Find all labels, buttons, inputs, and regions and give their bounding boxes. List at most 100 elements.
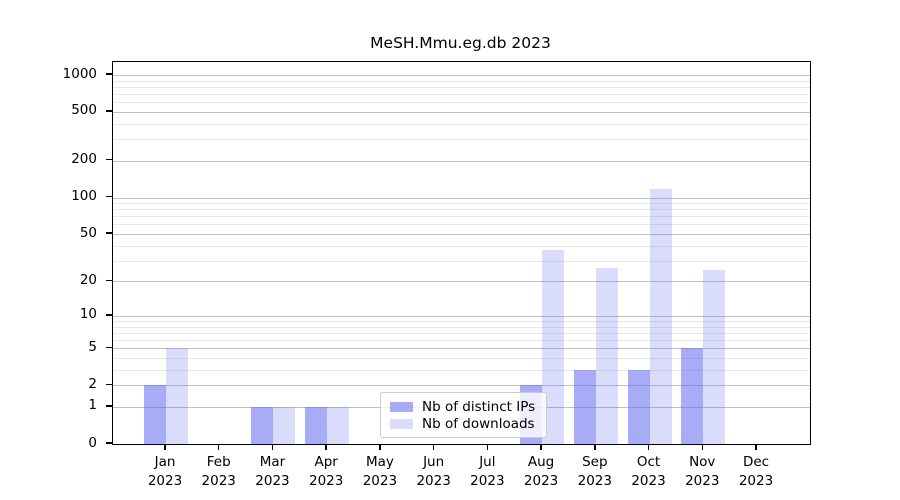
y-tick-mark bbox=[106, 346, 112, 348]
bar-downloads-nov bbox=[703, 269, 726, 444]
y-tick-label: 20 bbox=[79, 271, 97, 288]
y-tick-label: 10 bbox=[79, 306, 97, 323]
gridline-major bbox=[113, 160, 810, 162]
bar-ips-oct bbox=[627, 369, 650, 444]
y-tick-label: 100 bbox=[71, 188, 97, 204]
x-tick-year: 2023 bbox=[255, 472, 290, 489]
x-tick-month: Mar bbox=[259, 454, 286, 470]
gridline-major bbox=[113, 111, 810, 113]
y-tick-mark bbox=[106, 195, 112, 198]
bar-downloads-jan bbox=[166, 348, 188, 444]
plot-area: Nb of distinct IPs Nb of downloads bbox=[112, 61, 811, 445]
y-tick-mark bbox=[106, 314, 112, 316]
gridline-minor bbox=[113, 216, 810, 218]
y-tick-mark bbox=[106, 279, 112, 282]
x-tick-label: Aug 2023 bbox=[510, 453, 572, 490]
x-tick-mark bbox=[540, 444, 542, 450]
x-tick-mark bbox=[432, 444, 435, 450]
gridline-minor bbox=[113, 209, 810, 211]
bar-ips-sep bbox=[573, 369, 596, 444]
gridline-major bbox=[113, 385, 810, 387]
gridline-minor bbox=[113, 203, 810, 205]
y-tick-mark bbox=[106, 405, 112, 407]
x-tick-year: 2023 bbox=[631, 472, 666, 489]
x-tick-month: Dec bbox=[742, 454, 770, 470]
y-tick-label: 1 bbox=[88, 397, 97, 414]
legend-label-ips: Nb of distinct IPs bbox=[422, 398, 536, 415]
gridline-minor bbox=[113, 260, 810, 262]
gridline-minor bbox=[113, 245, 810, 247]
gridline-minor bbox=[113, 369, 810, 371]
x-tick-year: 2023 bbox=[201, 472, 236, 489]
x-tick-mark bbox=[755, 444, 757, 450]
gridline-minor bbox=[113, 123, 810, 125]
gridline-major bbox=[113, 348, 810, 350]
y-tick-mark bbox=[106, 232, 112, 234]
gridline-minor bbox=[113, 340, 810, 342]
legend-swatch-downloads bbox=[390, 418, 413, 429]
y-tick-label: 1000 bbox=[62, 65, 97, 82]
x-tick-mark bbox=[647, 444, 650, 450]
bar-downloads-sep bbox=[595, 267, 618, 444]
x-tick-year: 2023 bbox=[577, 472, 612, 489]
gridline-major bbox=[113, 234, 810, 235]
bar-downloads-oct bbox=[649, 188, 672, 444]
gridline-minor bbox=[113, 94, 810, 96]
bar-downloads-apr bbox=[327, 406, 350, 444]
x-tick-label: Jan 2023 bbox=[134, 453, 196, 490]
x-tick-mark bbox=[701, 444, 703, 450]
x-tick-year: 2023 bbox=[738, 472, 774, 489]
y-tick-mark bbox=[106, 383, 112, 385]
y-tick-label: 2 bbox=[88, 375, 97, 392]
x-tick-month: May bbox=[365, 454, 394, 470]
y-tick-mark bbox=[106, 110, 112, 112]
bar-ips-apr bbox=[305, 406, 328, 444]
x-tick-year: 2023 bbox=[685, 472, 720, 489]
x-tick-label: Feb 2023 bbox=[188, 453, 250, 490]
legend-item-ips: Nb of distinct IPs bbox=[390, 399, 537, 415]
gridline-minor bbox=[113, 102, 810, 104]
x-tick-mark bbox=[594, 444, 596, 450]
x-tick-label: Dec 2023 bbox=[725, 453, 787, 490]
x-tick-label: May 2023 bbox=[349, 453, 411, 490]
x-tick-mark bbox=[271, 444, 274, 450]
x-tick-mark bbox=[218, 444, 220, 450]
y-tick-label: 500 bbox=[71, 102, 97, 119]
x-tick-label: Sep 2023 bbox=[564, 453, 626, 490]
chart-title: MeSH.Mmu.eg.db 2023 bbox=[370, 34, 551, 52]
x-tick-month: Jun bbox=[423, 454, 445, 470]
legend-item-downloads: Nb of downloads bbox=[390, 416, 537, 432]
x-tick-label: Apr 2023 bbox=[295, 453, 357, 490]
gridline-minor bbox=[113, 80, 810, 82]
bar-ips-jan bbox=[144, 385, 166, 444]
legend: Nb of distinct IPs Nb of downloads bbox=[380, 392, 547, 438]
legend-swatch-ips bbox=[390, 401, 413, 412]
y-tick-label: 5 bbox=[88, 338, 97, 355]
x-tick-month: Sep bbox=[582, 454, 608, 470]
gridline-minor bbox=[113, 326, 810, 328]
bar-ips-nov bbox=[681, 348, 704, 444]
x-tick-year: 2023 bbox=[523, 472, 559, 489]
legend-label-downloads: Nb of downloads bbox=[422, 415, 535, 432]
x-tick-month: Feb bbox=[206, 454, 231, 470]
x-tick-mark bbox=[164, 444, 166, 450]
gridline-minor bbox=[113, 224, 810, 226]
x-tick-month: Nov bbox=[689, 454, 716, 470]
x-tick-year: 2023 bbox=[308, 472, 344, 489]
x-tick-year: 2023 bbox=[362, 472, 398, 489]
gridline-minor bbox=[113, 321, 810, 323]
gridline-minor bbox=[113, 86, 810, 88]
bar-downloads-mar bbox=[273, 406, 296, 444]
x-tick-label: Mar 2023 bbox=[241, 453, 303, 490]
gridline-major bbox=[113, 197, 810, 199]
y-tick-label: 0 bbox=[88, 434, 97, 451]
x-tick-label: Jul 2023 bbox=[456, 453, 518, 490]
x-tick-month: Aug bbox=[527, 454, 555, 470]
y-tick-mark bbox=[106, 159, 112, 161]
x-tick-label: Jun 2023 bbox=[403, 453, 465, 490]
gridline-major bbox=[113, 315, 810, 317]
x-tick-year: 2023 bbox=[470, 472, 505, 489]
x-tick-mark bbox=[486, 444, 489, 450]
bar-downloads-aug bbox=[542, 249, 565, 444]
